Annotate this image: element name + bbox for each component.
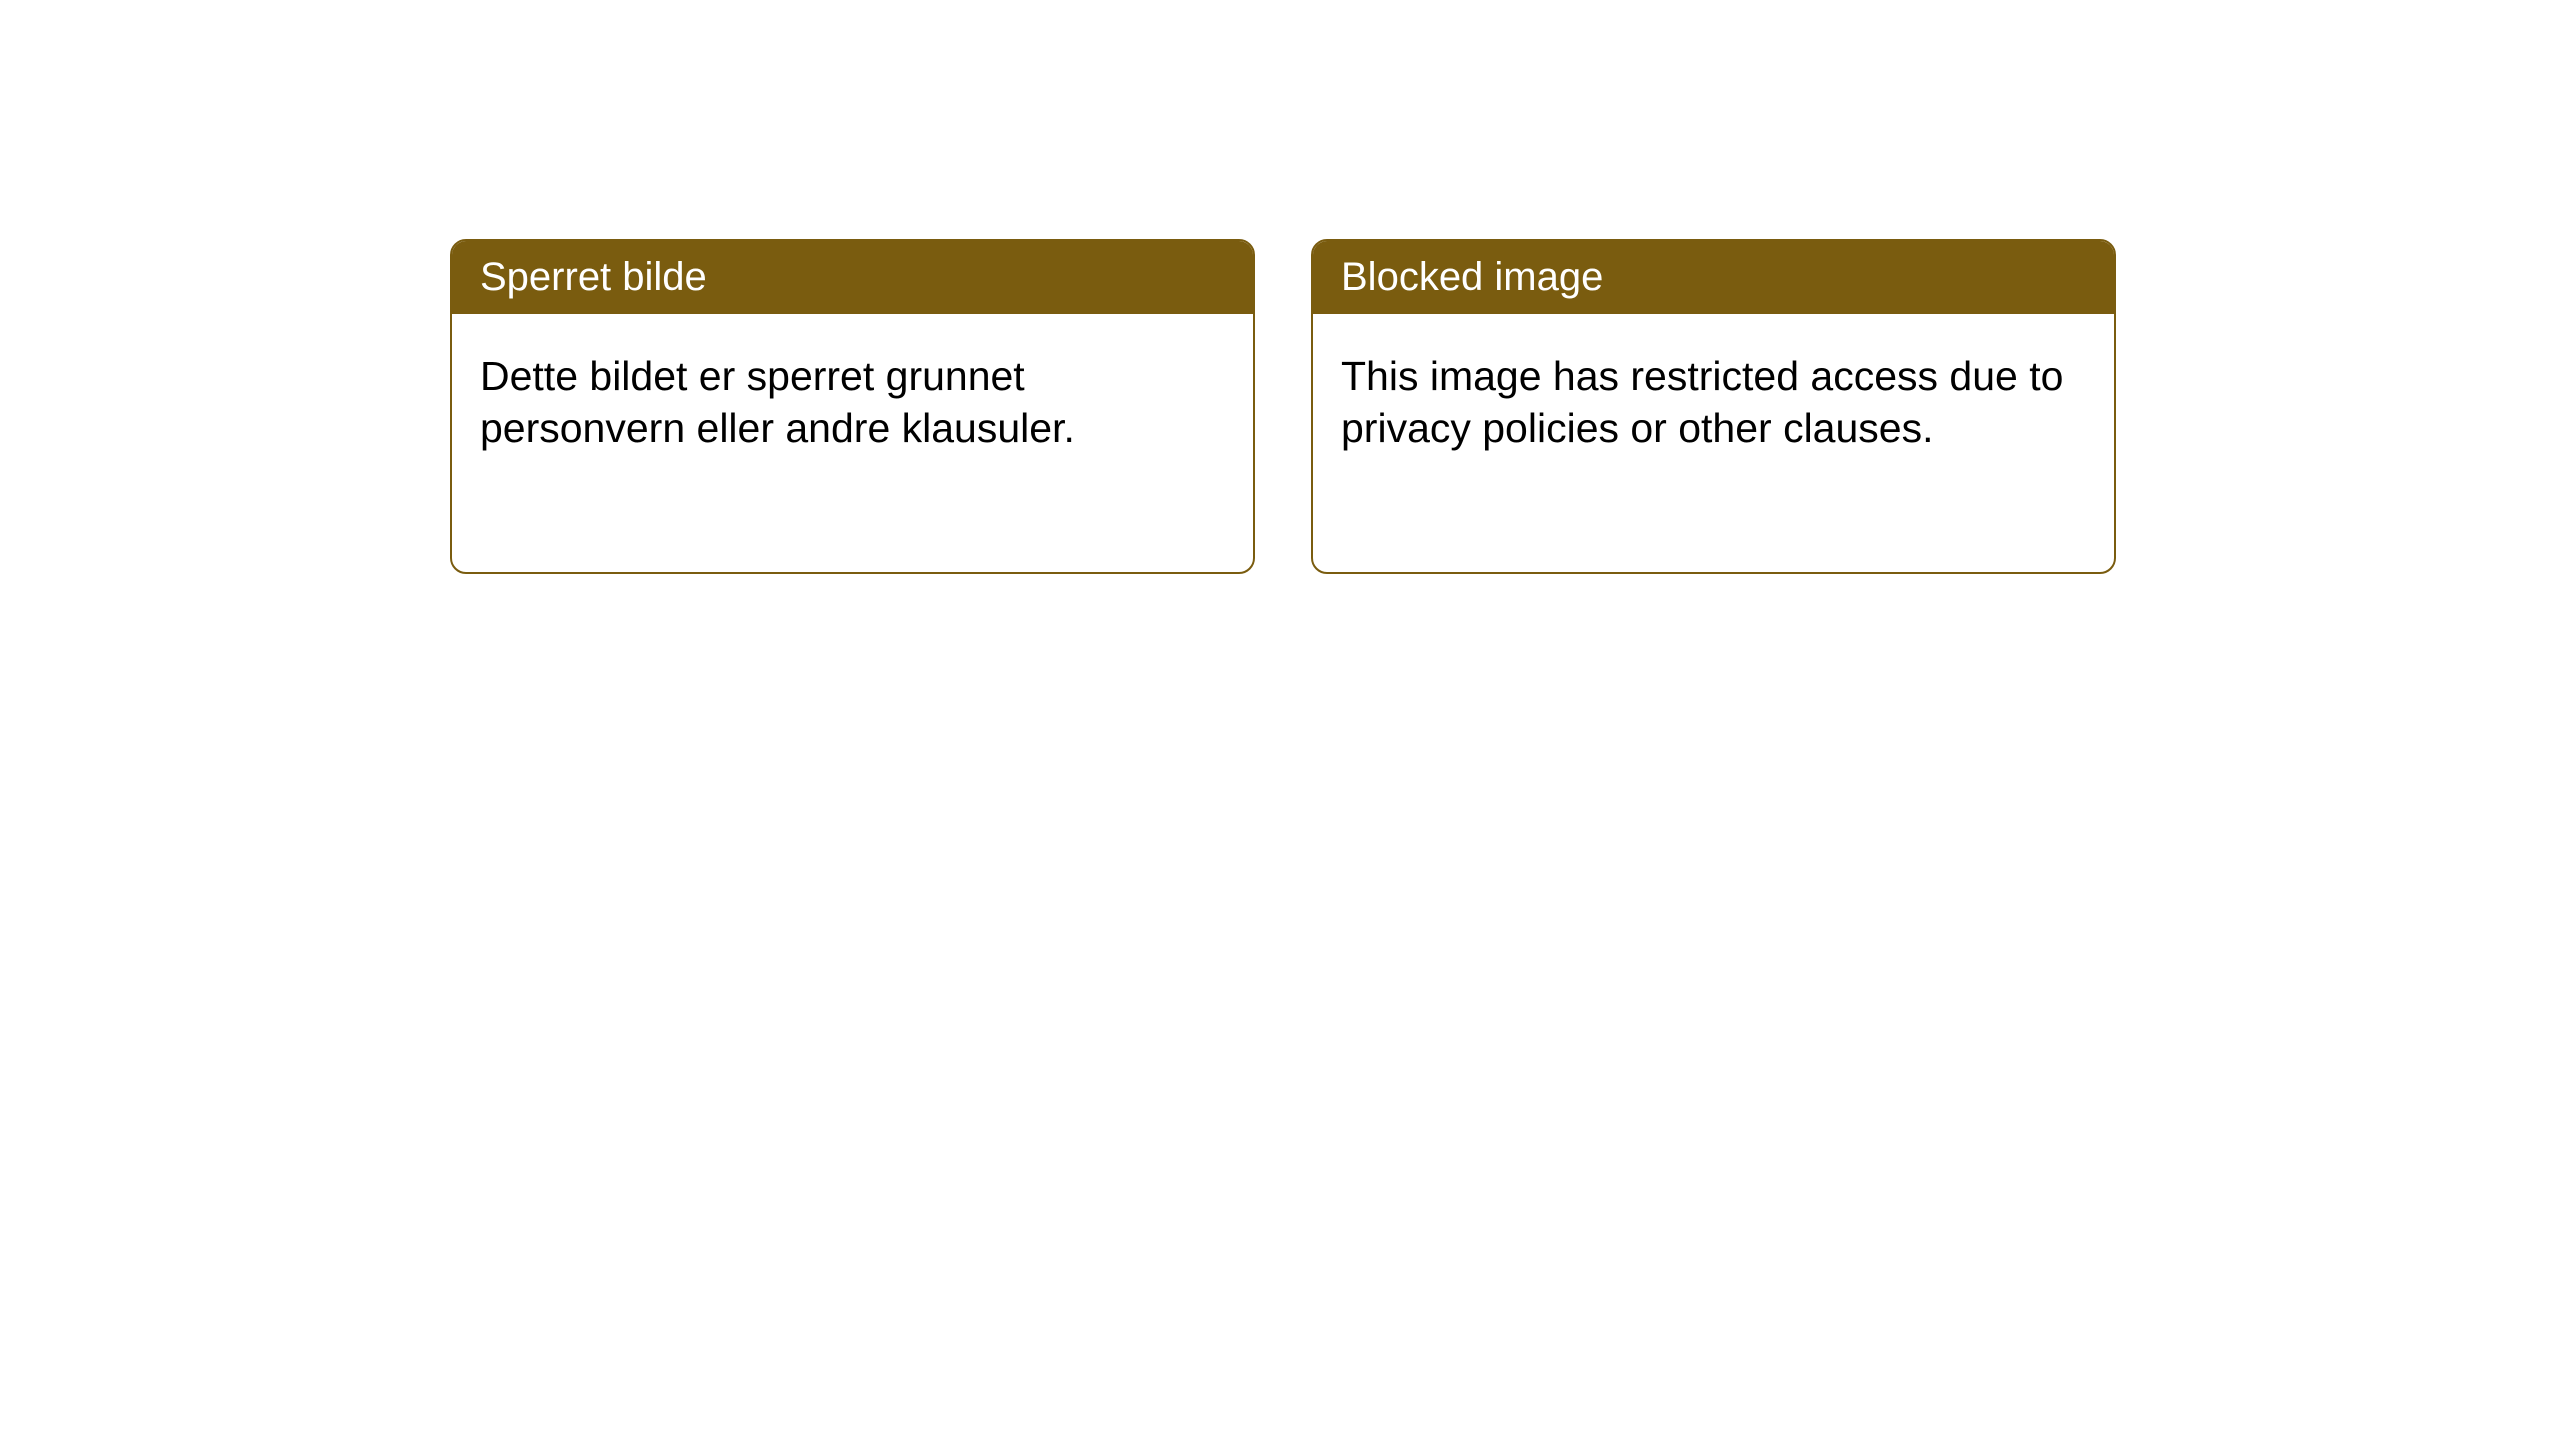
- notice-card-header: Blocked image: [1313, 241, 2114, 314]
- notice-cards-container: Sperret bilde Dette bildet er sperret gr…: [0, 0, 2560, 574]
- notice-card-norwegian: Sperret bilde Dette bildet er sperret gr…: [450, 239, 1255, 574]
- notice-card-body-text: Dette bildet er sperret grunnet personve…: [480, 353, 1075, 451]
- notice-card-title: Blocked image: [1341, 255, 1603, 299]
- notice-card-body-text: This image has restricted access due to …: [1341, 353, 2063, 451]
- notice-card-body: This image has restricted access due to …: [1313, 314, 2114, 491]
- notice-card-header: Sperret bilde: [452, 241, 1253, 314]
- notice-card-title: Sperret bilde: [480, 255, 707, 299]
- notice-card-english: Blocked image This image has restricted …: [1311, 239, 2116, 574]
- notice-card-body: Dette bildet er sperret grunnet personve…: [452, 314, 1253, 491]
